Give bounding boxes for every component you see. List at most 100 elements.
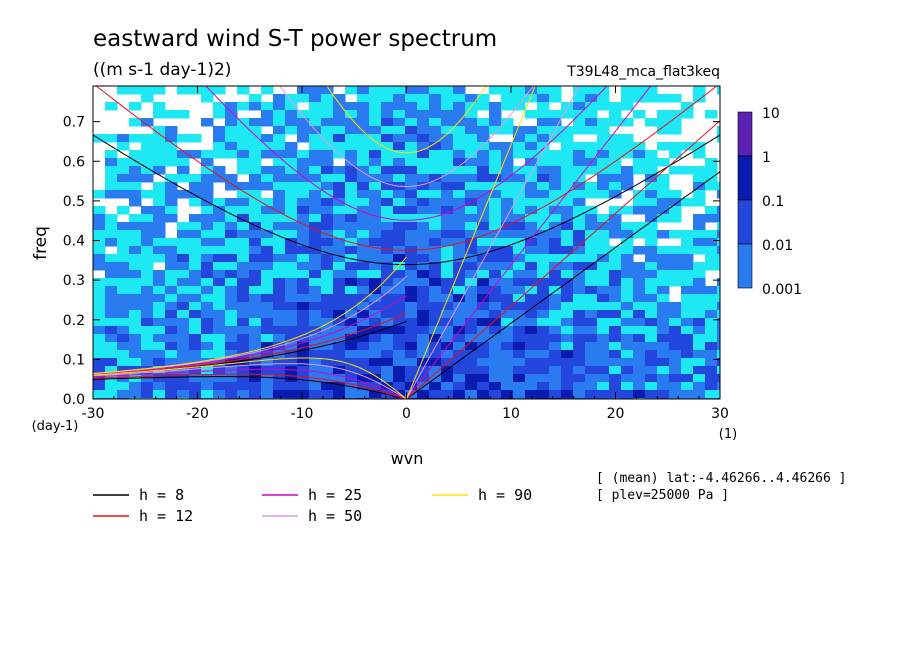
power-cell — [465, 358, 478, 367]
power-cell — [585, 342, 598, 351]
colorbar-label: 1 — [762, 150, 771, 166]
chart-title: eastward wind S-T power spectrum — [93, 26, 497, 52]
power-cell — [525, 294, 538, 303]
power-cell — [633, 342, 646, 351]
power-cell — [717, 294, 720, 303]
power-cell — [333, 206, 346, 215]
power-cell — [525, 142, 538, 151]
power-cell — [357, 358, 370, 367]
power-cell — [549, 382, 562, 391]
power-cell — [309, 142, 322, 151]
power-cell — [141, 286, 154, 295]
power-cell — [669, 262, 682, 271]
power-cell — [297, 118, 310, 127]
power-cell — [141, 206, 154, 215]
power-cell — [189, 222, 202, 231]
power-cell — [585, 94, 598, 103]
power-cell — [501, 142, 514, 151]
power-cell — [285, 302, 298, 311]
power-cell — [417, 166, 430, 175]
power-cell — [465, 222, 478, 231]
power-cell — [513, 206, 526, 215]
power-cell — [453, 350, 466, 359]
power-cell — [345, 334, 358, 343]
power-cell — [717, 350, 720, 359]
power-cell — [465, 318, 478, 327]
power-cell — [321, 126, 334, 135]
mixed-rossby-gravity-curve — [93, 295, 407, 375]
power-cell — [321, 150, 334, 159]
power-cell — [609, 190, 622, 199]
power-cell — [261, 286, 274, 295]
power-cell — [501, 214, 514, 223]
power-cell — [525, 214, 538, 223]
power-cell — [417, 294, 430, 303]
power-cell — [657, 318, 670, 327]
power-cell — [213, 310, 226, 319]
power-cell — [165, 174, 178, 183]
power-cell — [489, 310, 502, 319]
power-cell — [573, 206, 586, 215]
power-cell — [537, 294, 550, 303]
power-cell — [93, 254, 106, 263]
power-cell — [357, 382, 370, 391]
power-cell — [249, 374, 262, 383]
power-cell — [321, 294, 334, 303]
power-cell — [453, 374, 466, 383]
power-cell — [561, 334, 574, 343]
power-cell — [309, 262, 322, 271]
power-cell — [237, 214, 250, 223]
power-cell — [369, 238, 382, 247]
power-cell — [609, 206, 622, 215]
power-cell — [705, 214, 718, 223]
power-cell — [165, 182, 178, 191]
power-cell — [165, 270, 178, 279]
power-cell — [477, 350, 490, 359]
power-cell — [597, 294, 610, 303]
power-cell — [345, 254, 358, 263]
power-cell — [393, 286, 406, 295]
power-cell — [105, 294, 118, 303]
power-cell — [549, 150, 562, 159]
power-cell — [213, 142, 226, 151]
power-cell — [597, 262, 610, 271]
power-cell — [225, 294, 238, 303]
power-cell — [429, 382, 442, 391]
power-cell — [333, 382, 346, 391]
power-cell — [345, 326, 358, 335]
power-cell — [573, 286, 586, 295]
power-cell — [501, 102, 514, 111]
power-cell — [297, 358, 310, 367]
power-cell — [585, 262, 598, 271]
power-cell — [477, 310, 490, 319]
power-cell — [477, 158, 490, 167]
power-cell — [537, 94, 550, 103]
power-cell — [153, 222, 166, 231]
power-cell — [333, 358, 346, 367]
power-cell — [237, 382, 250, 391]
power-cell — [297, 246, 310, 255]
power-cell — [297, 302, 310, 311]
power-cell — [177, 382, 190, 391]
power-cell — [453, 174, 466, 183]
power-cell — [465, 374, 478, 383]
power-cell — [561, 134, 574, 143]
power-cell — [333, 110, 346, 119]
power-cell — [309, 94, 322, 103]
power-cell — [369, 366, 382, 375]
power-cell — [681, 238, 694, 247]
power-cell — [189, 270, 202, 279]
power-cell — [177, 230, 190, 239]
power-cell — [549, 326, 562, 335]
power-cell — [117, 174, 130, 183]
power-cell — [501, 366, 514, 375]
power-cell — [249, 390, 262, 399]
power-cell — [465, 158, 478, 167]
power-cell — [621, 390, 634, 399]
power-cell — [93, 366, 106, 375]
power-cell — [249, 230, 262, 239]
power-cell — [465, 174, 478, 183]
power-cell — [621, 374, 634, 383]
power-cell — [261, 238, 274, 247]
